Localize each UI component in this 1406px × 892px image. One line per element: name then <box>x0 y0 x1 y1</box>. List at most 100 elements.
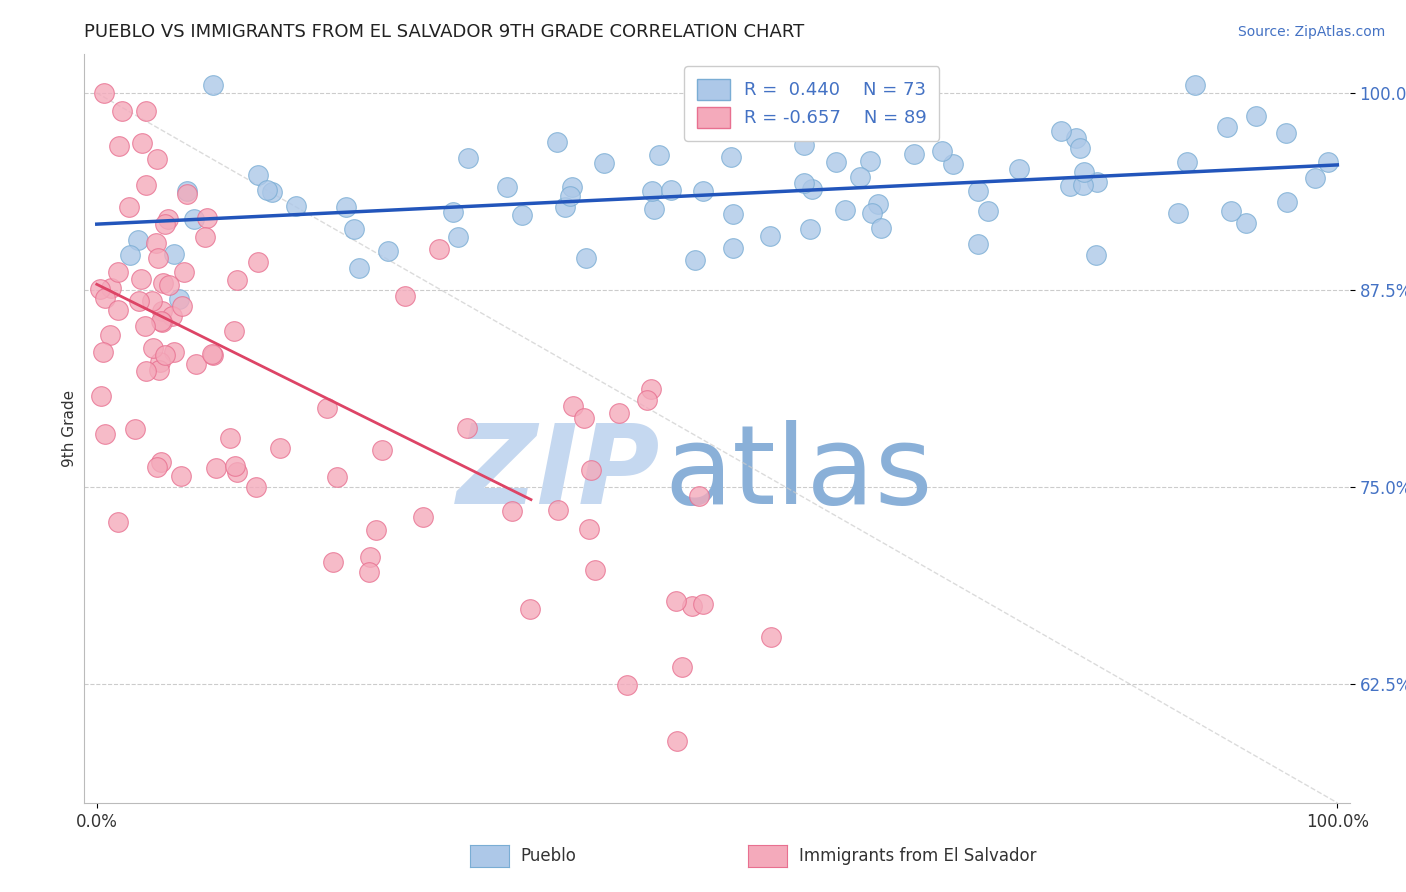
Point <box>141 294 163 309</box>
Point <box>692 597 714 611</box>
Point <box>128 293 150 308</box>
Point <box>135 104 157 119</box>
Point <box>665 734 688 748</box>
Point <box>583 563 606 577</box>
Point <box>1216 120 1239 134</box>
Text: PUEBLO VS IMMIGRANTS FROM EL SALVADOR 9TH GRADE CORRELATION CHART: PUEBLO VS IMMIGRANTS FROM EL SALVADOR 9T… <box>84 23 804 41</box>
Point <box>1305 171 1327 186</box>
Point <box>135 178 157 192</box>
Point <box>977 203 1000 218</box>
Point <box>145 236 167 251</box>
Point <box>1071 178 1094 193</box>
Point <box>721 241 744 255</box>
Point <box>262 185 284 199</box>
Point <box>107 264 129 278</box>
Point <box>640 382 662 396</box>
Point <box>412 510 434 524</box>
Point <box>441 205 464 219</box>
Point <box>1059 179 1081 194</box>
Point <box>1277 195 1299 210</box>
Point <box>1244 109 1267 123</box>
Point <box>720 150 742 164</box>
Point <box>721 207 744 221</box>
Point <box>574 410 596 425</box>
Point <box>157 277 180 292</box>
Point <box>688 489 710 503</box>
Text: atlas: atlas <box>664 419 932 526</box>
Point <box>801 182 824 196</box>
Point <box>118 248 141 262</box>
Point <box>364 523 387 537</box>
Point <box>226 273 249 287</box>
Point <box>163 344 186 359</box>
Point <box>246 169 269 183</box>
Point <box>457 151 479 165</box>
Point <box>322 555 344 569</box>
Point <box>519 602 541 616</box>
Point <box>665 594 688 608</box>
Point <box>377 244 399 258</box>
Point <box>860 206 883 220</box>
Point <box>659 183 682 197</box>
Point <box>671 660 693 674</box>
Point <box>226 465 249 479</box>
Point <box>118 200 141 214</box>
Point <box>554 201 576 215</box>
Point <box>150 304 173 318</box>
Point <box>149 314 172 328</box>
Point <box>501 504 523 518</box>
Point <box>1234 216 1257 230</box>
Point <box>142 342 165 356</box>
Point <box>636 392 658 407</box>
Legend: R =  0.440    N = 73, R = -0.657    N = 89: R = 0.440 N = 73, R = -0.657 N = 89 <box>685 66 939 141</box>
Point <box>1085 175 1108 189</box>
Point <box>616 678 638 692</box>
Point <box>224 458 246 473</box>
Point <box>681 599 703 614</box>
Point <box>205 461 228 475</box>
Point <box>793 176 815 190</box>
Point <box>394 289 416 303</box>
Point <box>593 155 616 169</box>
Point <box>866 197 889 211</box>
Point <box>195 211 218 225</box>
Point <box>931 145 953 159</box>
Point <box>1275 126 1298 140</box>
Point <box>202 78 225 92</box>
Point <box>357 565 380 579</box>
Point <box>966 184 988 198</box>
Point <box>134 318 156 333</box>
Point <box>359 550 381 565</box>
Point <box>849 170 872 185</box>
Point <box>131 136 153 150</box>
Point <box>1175 155 1198 169</box>
Point <box>349 260 371 275</box>
Point <box>162 309 184 323</box>
Point <box>100 281 122 295</box>
Point <box>124 422 146 436</box>
Point <box>94 291 117 305</box>
Point <box>146 460 169 475</box>
Point <box>153 348 176 362</box>
Point <box>456 421 478 435</box>
Point <box>558 189 581 203</box>
Text: Source: ZipAtlas.com: Source: ZipAtlas.com <box>1237 25 1385 39</box>
Text: Immigrants from El Salvador: Immigrants from El Salvador <box>799 847 1036 865</box>
Point <box>93 345 115 359</box>
Point <box>100 328 122 343</box>
Point <box>107 515 129 529</box>
Point <box>146 152 169 166</box>
Point <box>512 209 534 223</box>
Point <box>683 252 706 267</box>
Point <box>152 276 174 290</box>
Point <box>859 153 882 168</box>
Point <box>93 86 115 100</box>
Point <box>692 184 714 198</box>
Point <box>427 243 450 257</box>
Point <box>1184 78 1206 92</box>
Point <box>172 299 194 313</box>
Point <box>326 469 349 483</box>
Point <box>184 357 207 371</box>
Point <box>1069 141 1091 155</box>
Point <box>799 222 821 236</box>
